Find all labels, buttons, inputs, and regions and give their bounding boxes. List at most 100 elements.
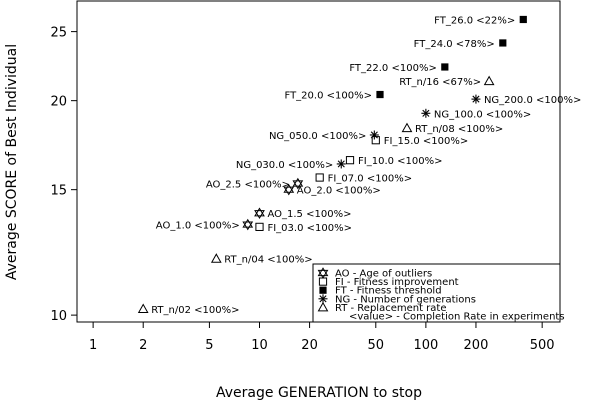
data-point: AO_1.0 <100%> [156,218,254,232]
marker-shape [318,277,328,286]
data-point: NG_050.0 <100%> [269,130,379,142]
point-marker [336,159,346,169]
data-point: NG_100.0 <100%> [421,108,531,120]
point-marker [283,183,295,196]
point-marker [499,39,507,47]
point-label: FT_26.0 <22%> [434,15,515,26]
legend-box [312,263,561,323]
point-marker [255,222,264,231]
y-tick-label: 10 [50,309,67,324]
x-tick-label: 500 [530,338,555,353]
x-tick-label: 100 [413,338,438,353]
marker-shape [371,136,380,145]
legend-label: <value> - Completion Rate in experiments [349,312,565,323]
data-point: NG_030.0 <100%> [236,159,346,171]
data-point: RT_n/08 <100%> [401,122,503,135]
point-marker [254,207,265,219]
marker-shape [499,39,507,47]
x-tick-label: 10 [251,338,268,353]
y-axis-title: Average SCORE of Best Individual [4,44,20,280]
data-point: FT_22.0 <100%> [349,63,449,74]
data-point: AO_2.5 <100%> [206,177,304,191]
marker-shape [292,177,304,187]
data-point: FI_15.0 <100%> [371,136,469,147]
x-tick-label: 5 [205,338,213,353]
point-marker [315,173,324,182]
marker-shape [254,207,265,217]
data-point: RT_n/16 <67%> [399,75,495,88]
point-marker [471,94,481,104]
data-point: FT_26.0 <22%> [434,15,527,26]
data-point: AO_2.0 <100%> [283,183,381,197]
point-label: RT_n/08 <100%> [415,124,503,135]
marker-shape [283,186,295,196]
legend-marker [319,286,327,294]
point-label: NG_050.0 <100%> [269,131,366,142]
x-axis-title: Average GENERATION to stop [216,385,422,400]
marker-shape [254,210,265,219]
point-marker [210,253,222,263]
point-marker [376,90,384,99]
data-point: FI_07.0 <100%> [315,173,413,185]
data-point: FI_10.0 <100%> [345,156,443,167]
legend-marker [317,267,329,279]
y-tick-label: 20 [50,95,67,110]
point-marker [369,130,379,140]
marker-shape [317,267,329,277]
x-tick-label: 200 [464,338,489,353]
point-marker [483,75,495,86]
point-label: FI_10.0 <100%> [358,156,443,167]
marker-shape [422,109,430,117]
marker-shape [519,15,527,24]
marker-shape [210,253,222,263]
point-label: NG_200.0 <100%> [484,95,581,106]
legend-entry: <value> - Completion Rate in experiments [349,312,565,323]
legend-entry: AO - Age of outliers [317,267,432,280]
point-label: FI_07.0 <100%> [328,174,413,185]
data-point: RT_n/04 <100%> [210,253,313,266]
point-label: FI_03.0 <100%> [267,223,352,234]
x-tick-label: 2 [139,338,147,353]
point-label: AO_1.5 <100%> [267,209,351,220]
point-label: FT_22.0 <100%> [349,63,436,74]
marker-shape [345,156,355,165]
data-point: NG_200.0 <100%> [471,94,581,106]
point-marker [519,15,527,24]
point-label: FT_20.0 <100%> [285,91,372,102]
x-tick-label: 50 [368,338,385,353]
marker-shape [317,301,329,312]
legend-label: FT - Fitness threshold [335,286,442,297]
point-label: FT_24.0 <78%> [414,39,495,50]
data-point: RT_n/02 <100%> [137,303,240,316]
marker-shape [472,95,480,103]
legend-entry: FT - Fitness threshold [319,286,442,297]
data-point: FT_24.0 <78%> [414,39,507,50]
marker-shape [242,218,254,228]
point-marker [137,303,149,313]
point-marker [292,177,304,190]
legend-label: RT - Replacement rate [335,303,447,314]
y-tick-label: 15 [50,184,67,199]
marker-shape [315,173,324,182]
point-marker [371,136,380,145]
point-label: NG_100.0 <100%> [434,109,531,120]
legend-entry: RT - Replacement rate [317,301,447,314]
marker-shape [255,222,264,231]
marker-shape [319,286,327,294]
marker-shape [401,122,413,133]
marker-shape [337,160,345,168]
legend-label: NG - Number of generations [335,294,476,305]
data-point: FI_03.0 <100%> [255,222,352,234]
marker-shape [441,63,449,71]
point-label: AO_2.5 <100%> [206,180,290,191]
y-tick-label: 25 [50,26,67,41]
point-label: FI_15.0 <100%> [384,136,469,147]
point-marker [401,122,413,133]
legend-marker [318,277,328,286]
point-label: AO_1.0 <100%> [156,221,240,232]
point-marker [242,218,254,231]
data-point: FT_20.0 <100%> [285,91,384,102]
